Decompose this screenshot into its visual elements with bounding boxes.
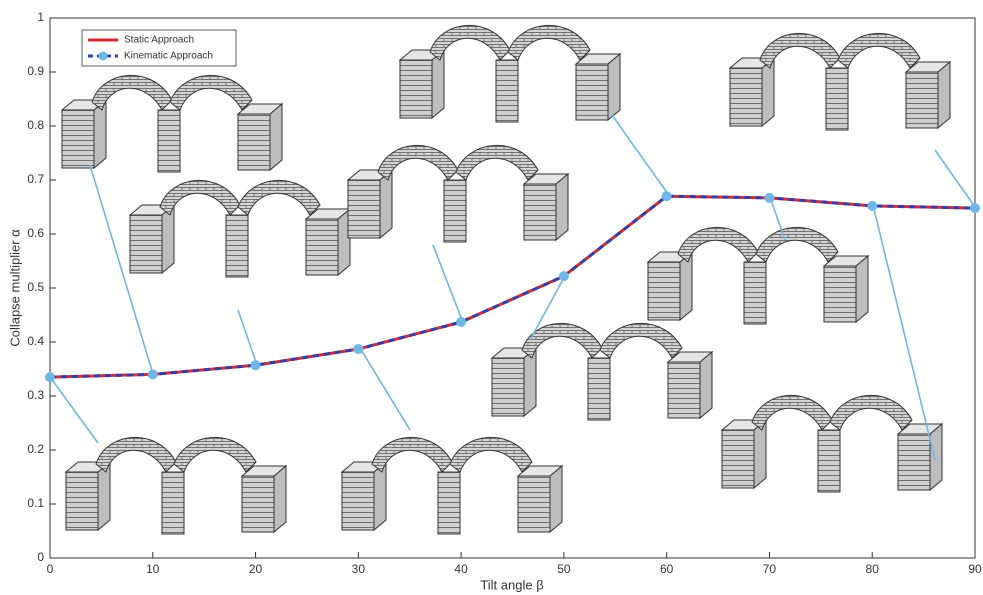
data-point [662,191,672,201]
x-tick-label: 20 [249,562,263,576]
x-tick-label: 70 [763,562,777,576]
y-tick-label: 0.6 [27,226,44,240]
y-axis-label: Collapse multiplier α [7,229,22,347]
chart: Tilt angle β Collapse multiplier α 01020… [0,0,983,595]
x-tick-label: 30 [352,562,366,576]
x-tick-label: 40 [454,562,468,576]
legend-label: Kinematic Approach [124,51,213,62]
data-point [559,271,569,281]
y-tick-label: 0.3 [27,388,44,402]
data-point [456,317,466,327]
data-point [148,369,158,379]
data-point [867,201,877,211]
y-tick-label: 0.2 [27,442,44,456]
y-tick-label: 0.8 [27,118,44,132]
x-tick-label: 10 [146,562,160,576]
y-tick-label: 0 [37,550,44,564]
legend-label: Static Approach [124,35,194,46]
data-point [764,193,774,203]
y-tick-label: 0.1 [27,496,44,510]
y-tick-label: 0.5 [27,280,44,294]
x-tick-label: 60 [660,562,674,576]
y-tick-label: 0.9 [27,64,44,78]
x-axis-label: Tilt angle β [480,577,543,592]
x-tick-label: 50 [557,562,571,576]
y-tick-label: 1 [37,10,44,24]
data-point [251,360,261,370]
data-point [970,203,980,213]
x-tick-label: 90 [968,562,982,576]
data-point [353,344,363,354]
y-tick-label: 0.4 [27,334,44,348]
y-tick-label: 0.7 [27,172,44,186]
illustrations [62,25,950,534]
legend-marker [99,52,108,61]
data-point [45,372,55,382]
x-tick-label: 80 [866,562,880,576]
x-tick-label: 0 [47,562,54,576]
